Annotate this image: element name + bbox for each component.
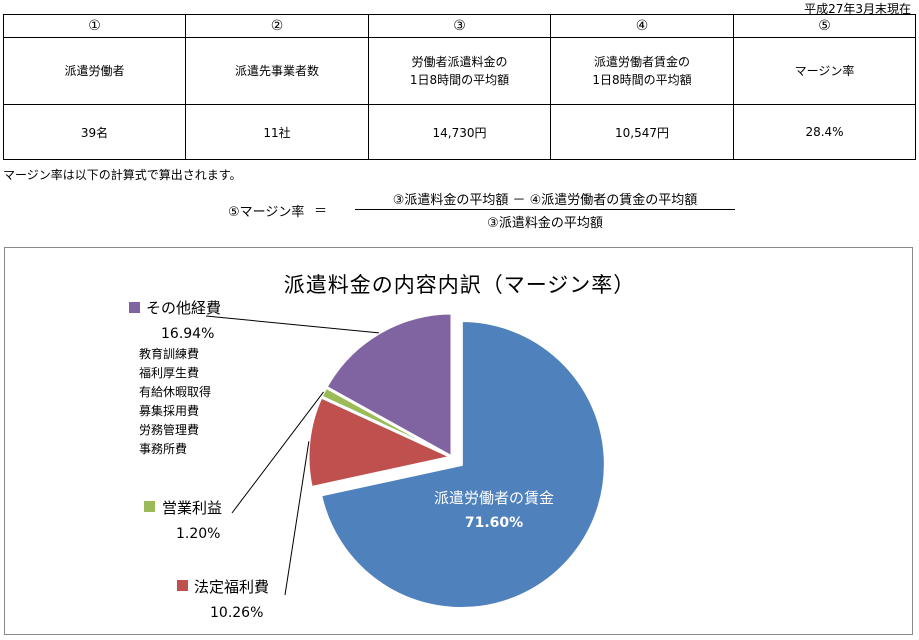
header-margin-rate: マージン率 bbox=[733, 37, 916, 105]
formula-equals: ＝ bbox=[314, 204, 328, 219]
value-client-companies: 11社 bbox=[185, 104, 369, 160]
other-breakdown-item: 募集採用費 bbox=[139, 403, 199, 418]
pie-labels: その他経費 16.94% 教育訓練費 福利厚生費 有給休暇取得 募集採用費 労務… bbox=[129, 299, 554, 621]
leader-line-statutory-welfare bbox=[284, 441, 310, 596]
header-line: 派遣労働者 bbox=[64, 64, 125, 78]
legend-swatch-operating-profit bbox=[144, 501, 155, 512]
chart-frame bbox=[4, 247, 913, 635]
chart-title: 派遣料金の内容内訳（マージン率） bbox=[283, 273, 636, 297]
legend-swatch-statutory-welfare bbox=[177, 580, 188, 591]
other-breakdown-item: 福利厚生費 bbox=[139, 365, 199, 380]
slice-name-other: その他経費 bbox=[146, 299, 221, 317]
column-number: ① bbox=[3, 14, 186, 38]
other-breakdown-item: 教育訓練費 bbox=[139, 346, 199, 361]
slice-name-statutory-welfare: 法定福利費 bbox=[194, 578, 269, 596]
column-number: ③ bbox=[368, 14, 551, 38]
slice-percent-statutory-welfare: 10.26% bbox=[210, 605, 263, 621]
as-of-date: 平成27年3月末現在 bbox=[804, 2, 911, 16]
fraction-bar bbox=[355, 209, 735, 210]
summary-table: ① ② ③ ④ ⑤ 派遣労働者 派遣先事業者数 労働者派遣料金の 1日8時間の平均… bbox=[3, 14, 916, 160]
other-breakdown-item: 有給休暇取得 bbox=[139, 384, 211, 399]
other-breakdown-item: 事務所費 bbox=[139, 441, 187, 456]
header-avg-fee: 労働者派遣料金の 1日8時間の平均額 bbox=[368, 37, 551, 105]
leader-line-other bbox=[205, 315, 379, 334]
header-line: 労働者派遣料金の bbox=[411, 55, 508, 69]
header-line: 派遣先事業者数 bbox=[234, 64, 319, 78]
value-margin-rate: 28.4% bbox=[733, 104, 916, 160]
header-line: マージン率 bbox=[794, 64, 855, 78]
header-line: 1日8時間の平均額 bbox=[592, 73, 692, 87]
pie-slice-statutory-welfare bbox=[306, 394, 457, 490]
header-line: 派遣労働者賃金の bbox=[593, 55, 690, 69]
pie-slice-wage bbox=[318, 319, 607, 610]
slice-percent-operating-profit: 1.20% bbox=[176, 526, 220, 542]
slice-percent-other: 16.94% bbox=[161, 326, 214, 342]
formula-denominator: ③派遣料金の平均額 bbox=[487, 216, 603, 231]
leader-line-operating-profit bbox=[231, 391, 324, 514]
formula-numerator: ③派遣料金の平均額 － ④派遣労働者の賃金の平均額 bbox=[392, 193, 698, 208]
header-client-companies: 派遣先事業者数 bbox=[185, 37, 369, 105]
legend-swatch-other bbox=[129, 302, 140, 313]
slice-name-operating-profit: 営業利益 bbox=[162, 499, 222, 517]
leader-lines bbox=[205, 315, 379, 596]
other-breakdown-item: 労務管理費 bbox=[139, 422, 199, 437]
value-dispatched-workers: 39名 bbox=[3, 104, 186, 160]
slice-percent-wage: 71.60% bbox=[465, 515, 523, 531]
formula-label: ⑤マージン率 bbox=[228, 205, 305, 220]
formula-note: マージン率は以下の計算式で算出されます。 bbox=[3, 168, 242, 182]
header-avg-wage: 派遣労働者賃金の 1日8時間の平均額 bbox=[550, 37, 734, 105]
pie-slices bbox=[306, 311, 607, 610]
header-line: 1日8時間の平均額 bbox=[409, 73, 510, 87]
value-avg-fee: 14,730円 bbox=[368, 104, 551, 160]
slice-name-wage: 派遣労働者の賃金 bbox=[434, 489, 554, 507]
